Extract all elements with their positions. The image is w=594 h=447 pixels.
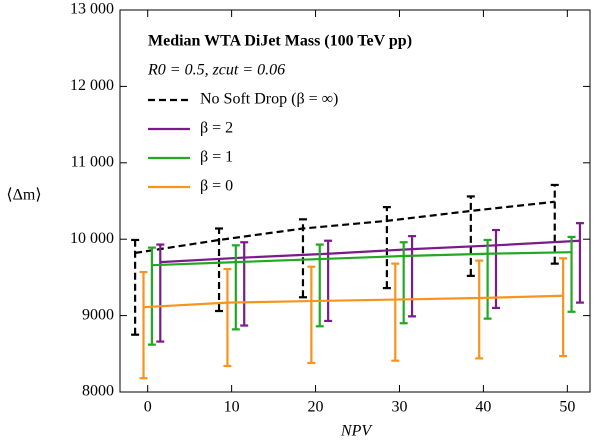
x-tick-label: 50 (559, 399, 575, 416)
y-tick-label: 8000 (82, 383, 114, 400)
chart-subtitle: R0 = 0.5, zcut = 0.06 (147, 62, 285, 79)
legend-label: β = 0 (200, 178, 233, 195)
x-tick-label: 0 (144, 399, 152, 416)
x-tick-label: 30 (391, 399, 407, 416)
series-line (151, 251, 572, 267)
series-line (143, 294, 564, 309)
x-tick-label: 20 (308, 399, 324, 416)
y-tick-label: 13 000 (70, 1, 114, 18)
x-tick-label: 10 (224, 399, 240, 416)
x-tick-label: 40 (475, 399, 491, 416)
plot-frame (119, 9, 591, 393)
series-line (160, 239, 580, 264)
chart-title: Median WTA DiJet Mass (100 TeV pp) (148, 33, 412, 50)
y-tick-label: 9000 (82, 306, 114, 323)
y-tick-label: 12 000 (70, 77, 114, 94)
legend-label: β = 1 (200, 149, 233, 166)
y-axis-label: ⟨Δm⟩ (6, 187, 41, 204)
legend-label: No Soft Drop (β = ∞) (200, 91, 338, 108)
y-tick-label: 11 000 (71, 153, 114, 170)
y-tick-label: 10 000 (70, 230, 114, 247)
x-axis-label: NPV (340, 423, 373, 440)
series-line (134, 200, 555, 255)
legend-label: β = 2 (200, 120, 233, 137)
